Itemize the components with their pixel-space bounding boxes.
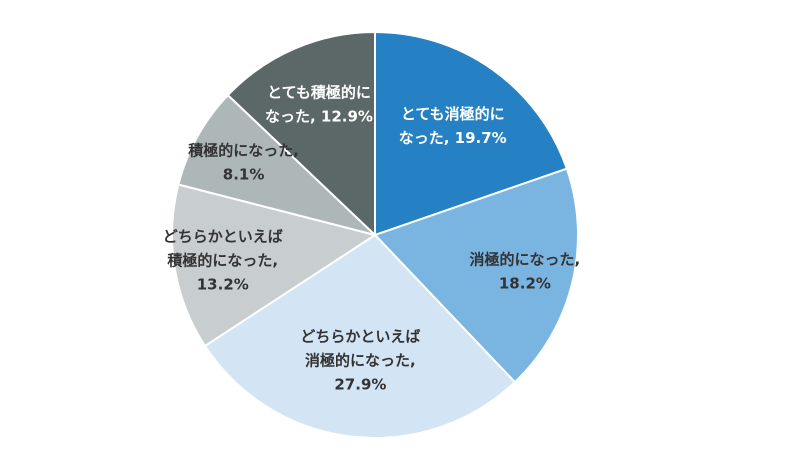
pie-slice-label-line: なった, 12.9% [265,108,373,126]
pie-slice-label-line: とても積極的に [267,84,371,102]
pie-slice-label-line: 消極的になった, [470,251,581,269]
pie-slice-label-line: とても消極的に [401,105,505,123]
pie-slice-label-5: 積極的になった, 8.1% [187,141,299,183]
pie-slice-label-1: とても消極的になった, 19.7% [399,105,507,147]
pie-slice-3 [203,233,517,439]
pie-slice-label-line: 積極的になった, [187,141,299,159]
pie-slice-2 [373,167,579,384]
pie-slice-label-line: 消極的になった, [305,351,416,369]
pie-slice-label-line: 27.9% [334,375,386,393]
pie-slice-label-6: とても積極的になった, 12.9% [265,84,373,126]
pie-slice-label-line: 18.2% [499,275,551,293]
pie-slice-label-4: どちらかといえば積極的になった, 13.2% [163,227,283,293]
pie-labels: とても消極的になった, 19.7%消極的になった, 18.2%どちらかといえば消極… [163,84,580,394]
pie-slice-label-3: どちらかといえば消極的になった, 27.9% [300,327,420,393]
pie-slice-4 [171,183,378,348]
pie-slice-label-line: なった, 19.7% [399,129,507,147]
pie-slice-label-line: 13.2% [197,275,249,293]
pie-slice-label-line: 8.1% [223,165,265,183]
pie-slice-label-line: どちらかといえば [300,327,420,345]
pie-slice-label-line: どちらかといえば [163,227,283,245]
pie-slice-label-line: 積極的になった, [166,251,278,269]
pie-slice-6 [226,30,376,238]
pie-slices [171,30,579,439]
pie-slice-5 [177,93,379,237]
pie-slice-label-2: 消極的になった, 18.2% [470,251,581,293]
